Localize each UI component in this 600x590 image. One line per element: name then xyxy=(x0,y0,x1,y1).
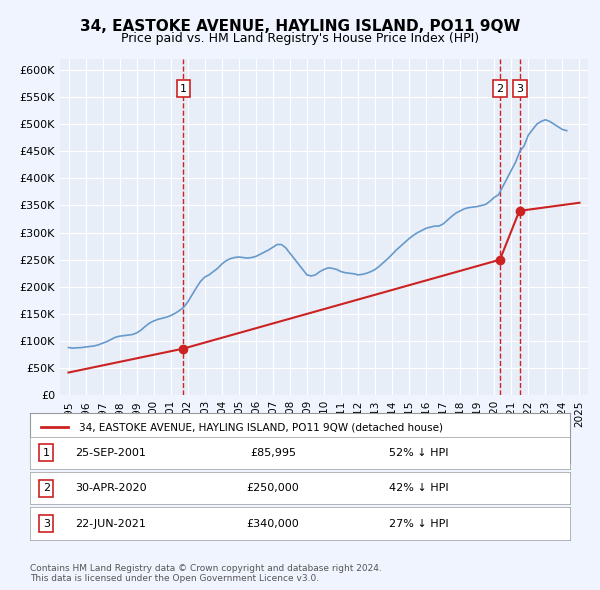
Text: 30-APR-2020: 30-APR-2020 xyxy=(75,483,147,493)
Text: Contains HM Land Registry data © Crown copyright and database right 2024.
This d: Contains HM Land Registry data © Crown c… xyxy=(30,563,382,583)
Text: 3: 3 xyxy=(517,84,523,94)
Text: 1: 1 xyxy=(43,448,50,458)
Text: £85,995: £85,995 xyxy=(250,448,296,458)
Text: 22-JUN-2021: 22-JUN-2021 xyxy=(76,519,146,529)
Text: 2: 2 xyxy=(43,483,50,493)
Text: 27% ↓ HPI: 27% ↓ HPI xyxy=(389,519,449,529)
Text: 52% ↓ HPI: 52% ↓ HPI xyxy=(389,448,449,458)
Text: 25-SEP-2001: 25-SEP-2001 xyxy=(76,448,146,458)
Text: £340,000: £340,000 xyxy=(247,519,299,529)
Text: 3: 3 xyxy=(43,519,50,529)
Text: £250,000: £250,000 xyxy=(247,483,299,493)
Text: HPI: Average price, detached house, Havant: HPI: Average price, detached house, Hava… xyxy=(79,444,309,454)
Text: 42% ↓ HPI: 42% ↓ HPI xyxy=(389,483,449,493)
Text: 34, EASTOKE AVENUE, HAYLING ISLAND, PO11 9QW (detached house): 34, EASTOKE AVENUE, HAYLING ISLAND, PO11… xyxy=(79,422,443,432)
Text: 1: 1 xyxy=(180,84,187,94)
Text: Price paid vs. HM Land Registry's House Price Index (HPI): Price paid vs. HM Land Registry's House … xyxy=(121,32,479,45)
Text: 2: 2 xyxy=(496,84,503,94)
Text: 34, EASTOKE AVENUE, HAYLING ISLAND, PO11 9QW: 34, EASTOKE AVENUE, HAYLING ISLAND, PO11… xyxy=(80,19,520,34)
